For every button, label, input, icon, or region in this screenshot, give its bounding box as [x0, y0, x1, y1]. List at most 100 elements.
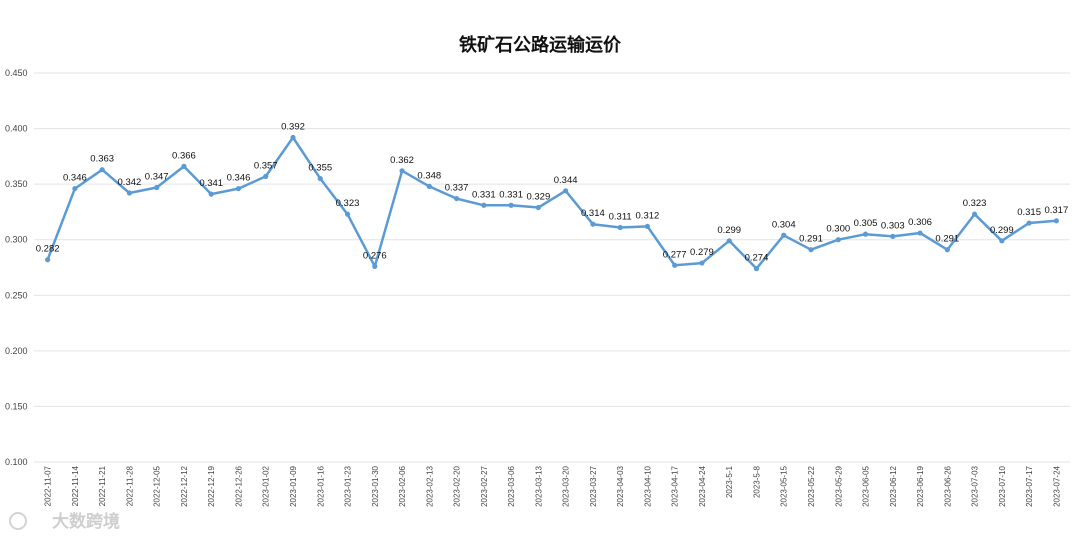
chart-title: 铁矿石公路运输运价	[459, 34, 622, 56]
x-tick-label: 2023-5-8	[752, 465, 761, 498]
data-point	[699, 260, 705, 266]
x-tick-label: 2023-01-16	[316, 465, 325, 506]
data-label: 0.282	[36, 244, 60, 255]
series-line	[46, 136, 1057, 270]
data-label: 0.291	[935, 234, 959, 245]
y-tick-label: 0.200	[5, 346, 28, 356]
data-label: 0.317	[1044, 205, 1068, 216]
x-tick-label: 2023-05-15	[780, 465, 789, 506]
series-line-group	[46, 136, 1057, 270]
data-point	[1053, 218, 1059, 224]
data-point	[862, 231, 869, 237]
x-tick-label: 2023-01-02	[262, 465, 271, 506]
data-label: 0.323	[963, 198, 987, 209]
x-tick-label: 2023-04-24	[698, 465, 707, 506]
x-tick-label: 2022-11-28	[125, 465, 134, 506]
data-point	[835, 237, 841, 243]
data-label: 0.323	[336, 198, 360, 209]
data-point	[1026, 220, 1032, 226]
x-tick-label: 2023-07-24	[1052, 465, 1061, 506]
x-tick-label: 2023-07-03	[971, 465, 980, 506]
data-label: 0.329	[526, 191, 550, 202]
data-point	[372, 263, 378, 269]
x-tick-label: 2023-05-22	[807, 465, 816, 506]
data-label: 0.312	[636, 210, 660, 221]
data-point	[72, 185, 78, 192]
data-label: 0.392	[281, 121, 305, 132]
data-point	[99, 167, 105, 173]
data-point	[971, 211, 978, 217]
data-point	[344, 211, 351, 217]
data-point	[235, 185, 242, 192]
data-label: 0.311	[609, 211, 632, 222]
watermark-text: 大数跨境	[52, 511, 120, 532]
data-label: 0.276	[363, 250, 387, 261]
data-label: 0.362	[390, 155, 414, 166]
data-point	[181, 163, 187, 169]
data-point	[426, 183, 432, 189]
data-points	[45, 134, 1059, 272]
data-label: 0.366	[172, 150, 196, 161]
x-tick-label: 2023-02-06	[398, 465, 407, 506]
data-label: 0.314	[581, 208, 605, 219]
data-label: 0.348	[417, 170, 441, 181]
y-tick-label: 0.300	[5, 235, 28, 245]
x-axis-ticks: 2022-11-07 2022-11-14 2022-11-21 2022-11-28…	[44, 465, 1062, 506]
data-labels: 0.2820.3460.3630.3420.3470.3660.3410.346…	[36, 121, 1069, 263]
data-label: 0.299	[990, 225, 1014, 236]
data-point	[944, 247, 950, 253]
data-point	[563, 188, 569, 194]
data-label: 0.347	[145, 171, 169, 182]
data-label: 0.346	[227, 173, 251, 184]
data-point	[781, 232, 787, 238]
data-label: 0.277	[663, 249, 687, 260]
y-tick-label: 0.450	[5, 68, 28, 78]
x-tick-label: 2022-12-19	[207, 465, 216, 506]
data-label: 0.357	[254, 160, 278, 171]
x-tick-label: 2023-01-30	[371, 465, 380, 506]
watermark: 大数跨境	[9, 511, 120, 532]
data-point	[753, 266, 760, 272]
data-label: 0.342	[118, 177, 142, 188]
x-tick-label: 2023-02-27	[480, 465, 489, 506]
data-label: 0.306	[908, 217, 932, 228]
data-label: 0.304	[772, 219, 796, 230]
x-tick-label: 2023-04-03	[616, 465, 625, 506]
data-point	[45, 257, 51, 263]
y-axis-ticks: 0.100 0.150 0.200 0.250 0.300 0.350 0.400 0.450	[5, 68, 28, 467]
data-point	[126, 190, 133, 196]
y-tick-label: 0.400	[5, 124, 28, 134]
x-tick-label: 2022-12-26	[234, 465, 243, 506]
data-point	[672, 262, 678, 268]
y-tick-label: 0.350	[5, 179, 28, 189]
x-tick-label: 2023-06-05	[862, 465, 871, 506]
data-label: 0.337	[445, 183, 469, 194]
data-point	[453, 195, 460, 202]
data-label: 0.331	[499, 189, 523, 200]
x-tick-label: 2023-03-13	[534, 465, 543, 506]
y-tick-label: 0.100	[5, 457, 28, 467]
data-label: 0.274	[745, 253, 769, 264]
data-label: 0.331	[472, 189, 496, 200]
data-point	[917, 230, 923, 236]
data-label: 0.346	[63, 173, 87, 184]
x-tick-label: 2023-03-06	[507, 465, 516, 506]
data-point	[644, 223, 651, 229]
x-tick-label: 2023-07-17	[1025, 465, 1034, 506]
x-tick-label: 2023-07-10	[998, 465, 1007, 506]
data-point	[317, 175, 323, 182]
data-point	[508, 202, 514, 208]
data-point	[617, 224, 623, 231]
x-tick-label: 2023-04-17	[671, 465, 680, 506]
data-point	[399, 168, 405, 174]
data-label: 0.305	[854, 218, 878, 229]
data-label: 0.303	[881, 220, 905, 231]
x-tick-label: 2022-11-14	[71, 465, 80, 506]
data-label: 0.291	[799, 234, 823, 245]
data-point	[890, 233, 896, 239]
x-tick-label: 2023-06-19	[916, 465, 925, 506]
x-tick-label: 2023-03-20	[562, 465, 571, 506]
x-tick-label: 2023-02-13	[425, 465, 434, 506]
x-tick-label: 2023-02-20	[453, 465, 462, 506]
